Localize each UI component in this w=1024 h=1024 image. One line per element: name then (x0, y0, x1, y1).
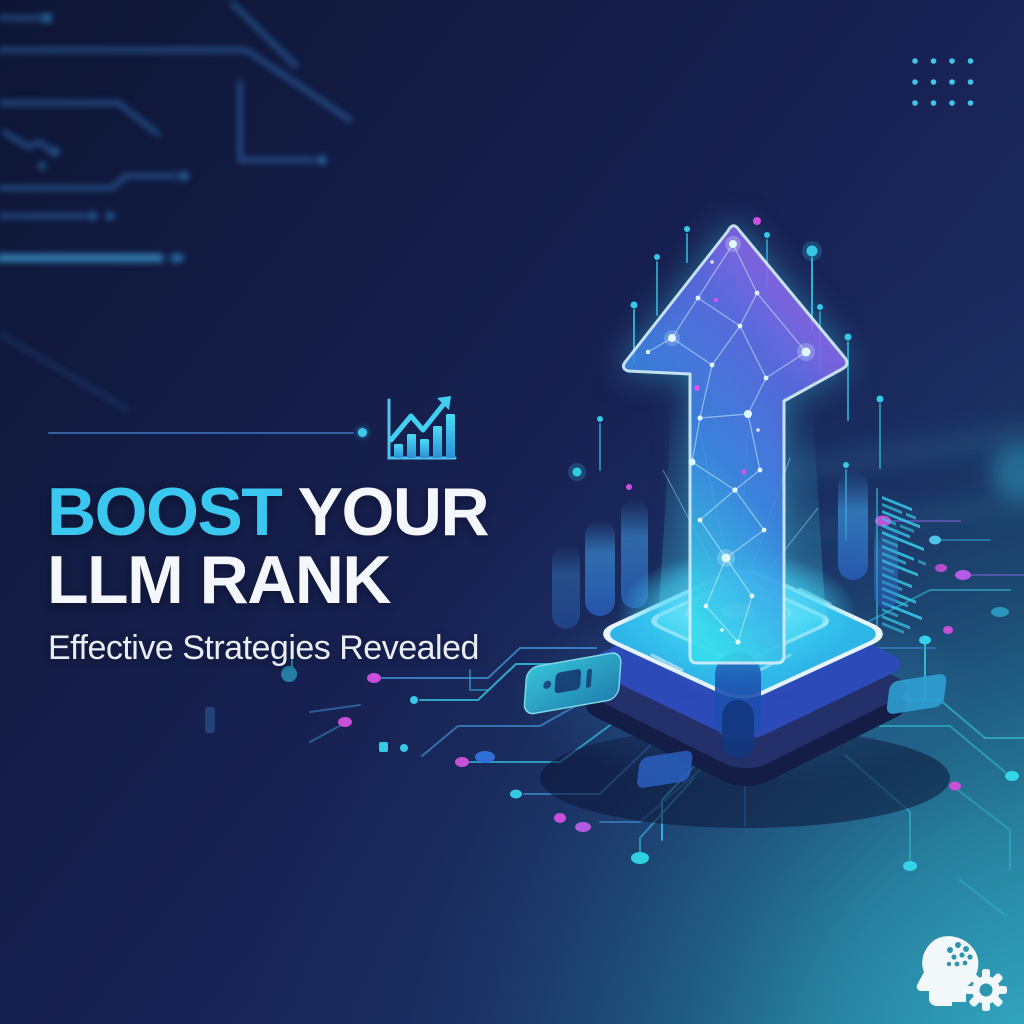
divider-line (48, 432, 354, 434)
circuit-tiles (523, 652, 947, 788)
title-line2: LLM RANK (47, 542, 392, 618)
network-up-arrow (621, 224, 849, 665)
banner-subtitle: Effective Strategies Revealed (48, 629, 479, 667)
banner-title: BOOST YOUR LLM RANK (47, 478, 607, 614)
tile-bottom (637, 750, 693, 788)
dots-grid (912, 58, 974, 106)
hero-text-block: BOOST YOUR LLM RANK Effective Strategies … (47, 396, 607, 668)
data-tile-icon (523, 652, 622, 715)
tile-right (886, 674, 947, 714)
title-rest: YOUR (297, 474, 490, 550)
growth-chart-icon (387, 396, 457, 460)
brain-gear-icon (916, 936, 1007, 1011)
divider (47, 396, 607, 460)
divider-dot (358, 428, 367, 437)
title-accent-word: BOOST (47, 474, 283, 550)
circuit-traces-top-left (0, 1, 352, 412)
